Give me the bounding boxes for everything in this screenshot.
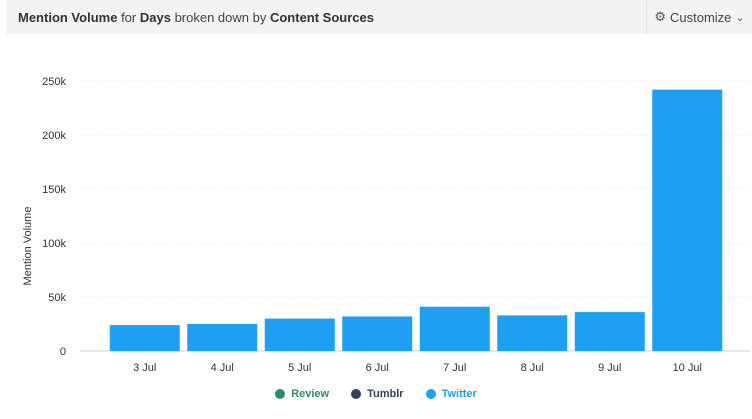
title-for: for	[121, 10, 137, 25]
legend-label: Twitter	[441, 388, 477, 400]
y-tick-label: 250k	[42, 76, 66, 88]
bar-twitter[interactable]	[187, 324, 258, 351]
bar-twitter[interactable]	[497, 315, 568, 351]
legend-item-tumblr[interactable]: Tumblr	[351, 388, 404, 400]
bar-twitter[interactable]	[419, 306, 490, 351]
y-tick-label: 50k	[48, 292, 66, 304]
legend-label: Review	[291, 388, 330, 400]
y-tick-label: 0	[60, 346, 66, 358]
legend-dot-icon	[425, 389, 436, 399]
bar-twitter[interactable]	[652, 89, 723, 351]
chart-title: Mention Volume for Days broken down by C…	[18, 10, 374, 25]
bar-chart: 0 50k 100k 150k 200k 250k Mention Volume 3 Jul 4…	[22, 76, 750, 374]
y-tick-label: 150k	[42, 184, 66, 196]
title-metric: Mention Volume	[18, 10, 118, 25]
title-broken-down-by: broken down by	[174, 10, 267, 25]
legend-dot-icon	[275, 389, 286, 399]
x-tick-label: 9 Jul	[598, 362, 621, 374]
bar-twitter[interactable]	[574, 312, 645, 351]
chart-header: Mention Volume for Days broken down by C…	[6, 0, 752, 34]
title-dimension: Content Sources	[269, 10, 374, 25]
chart-legend: Review Tumblr Twitter	[0, 388, 752, 400]
x-tick-label: 8 Jul	[521, 362, 544, 374]
legend-item-review[interactable]: Review	[275, 388, 329, 400]
legend-item-twitter[interactable]: Twitter	[425, 388, 477, 400]
chevron-down-icon: ⌄	[735, 11, 745, 24]
y-tick-label: 100k	[42, 238, 66, 250]
x-tick-label: 3 Jul	[133, 362, 156, 374]
x-tick-label: 7 Jul	[443, 362, 466, 374]
customize-button[interactable]: ⚙ Customize ⌄	[646, 0, 752, 34]
x-tick-label: 6 Jul	[366, 362, 389, 374]
bar-twitter[interactable]	[264, 318, 335, 351]
bar-twitter[interactable]	[109, 325, 180, 351]
y-axis-label: Mention Volume	[22, 207, 34, 286]
gear-icon: ⚙	[654, 9, 666, 24]
customize-label: Customize	[670, 9, 732, 25]
legend-label: Tumblr	[367, 388, 404, 400]
y-tick-label: 200k	[42, 130, 66, 142]
title-period: Days	[139, 10, 171, 25]
bar-twitter[interactable]	[342, 316, 413, 351]
x-tick-label: 10 Jul	[673, 362, 702, 374]
x-tick-label: 5 Jul	[288, 362, 311, 374]
x-tick-label: 4 Jul	[211, 362, 234, 374]
legend-dot-icon	[351, 389, 362, 399]
